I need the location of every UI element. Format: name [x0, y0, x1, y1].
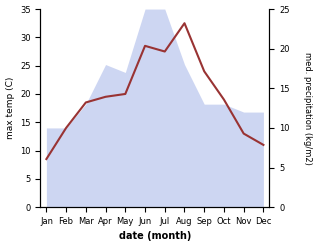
X-axis label: date (month): date (month) — [119, 231, 191, 242]
Y-axis label: med. precipitation (kg/m2): med. precipitation (kg/m2) — [303, 52, 313, 165]
Y-axis label: max temp (C): max temp (C) — [5, 77, 15, 139]
